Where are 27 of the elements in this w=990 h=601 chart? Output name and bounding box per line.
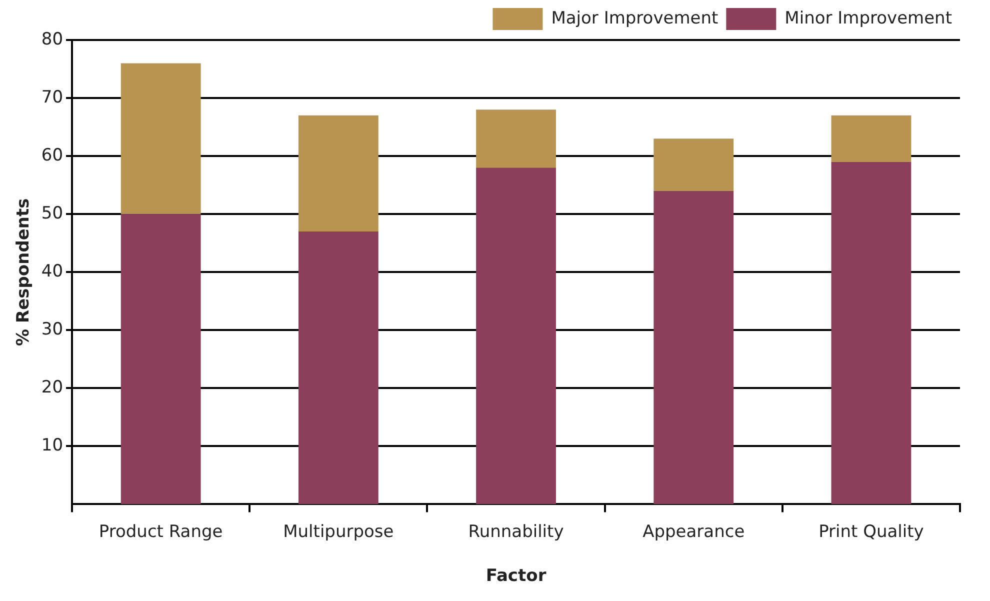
bar <box>120 214 201 504</box>
bar <box>831 162 912 504</box>
x-tick-label: Multipurpose <box>283 522 394 542</box>
y-tick-label: 10 <box>41 436 64 456</box>
x-tick-label: Appearance <box>642 522 745 542</box>
y-tick-label: 70 <box>41 87 64 108</box>
legend-label: Minor Improvement <box>784 8 952 28</box>
y-axis-title: % Respondents <box>14 198 34 346</box>
y-tick-label: 40 <box>41 262 64 282</box>
x-tick-label: Print Quality <box>818 522 924 542</box>
x-tick-label: Runnability <box>468 522 564 542</box>
bar <box>831 115 912 162</box>
bar <box>298 231 378 504</box>
y-tick-label: 50 <box>41 203 64 224</box>
bar <box>298 115 378 232</box>
y-tick-label: 80 <box>41 29 64 50</box>
bar <box>654 190 734 504</box>
bar <box>654 138 734 191</box>
bar <box>120 63 201 214</box>
y-tick-label: 60 <box>41 145 64 166</box>
x-tick-label: Product Range <box>98 522 223 542</box>
y-tick-label: 20 <box>41 378 64 398</box>
x-axis-title: Factor <box>486 566 547 586</box>
y-tick-label: 30 <box>41 320 64 340</box>
bar <box>476 110 556 168</box>
legend-label: Major Improvement <box>551 8 719 28</box>
bar <box>476 168 556 504</box>
